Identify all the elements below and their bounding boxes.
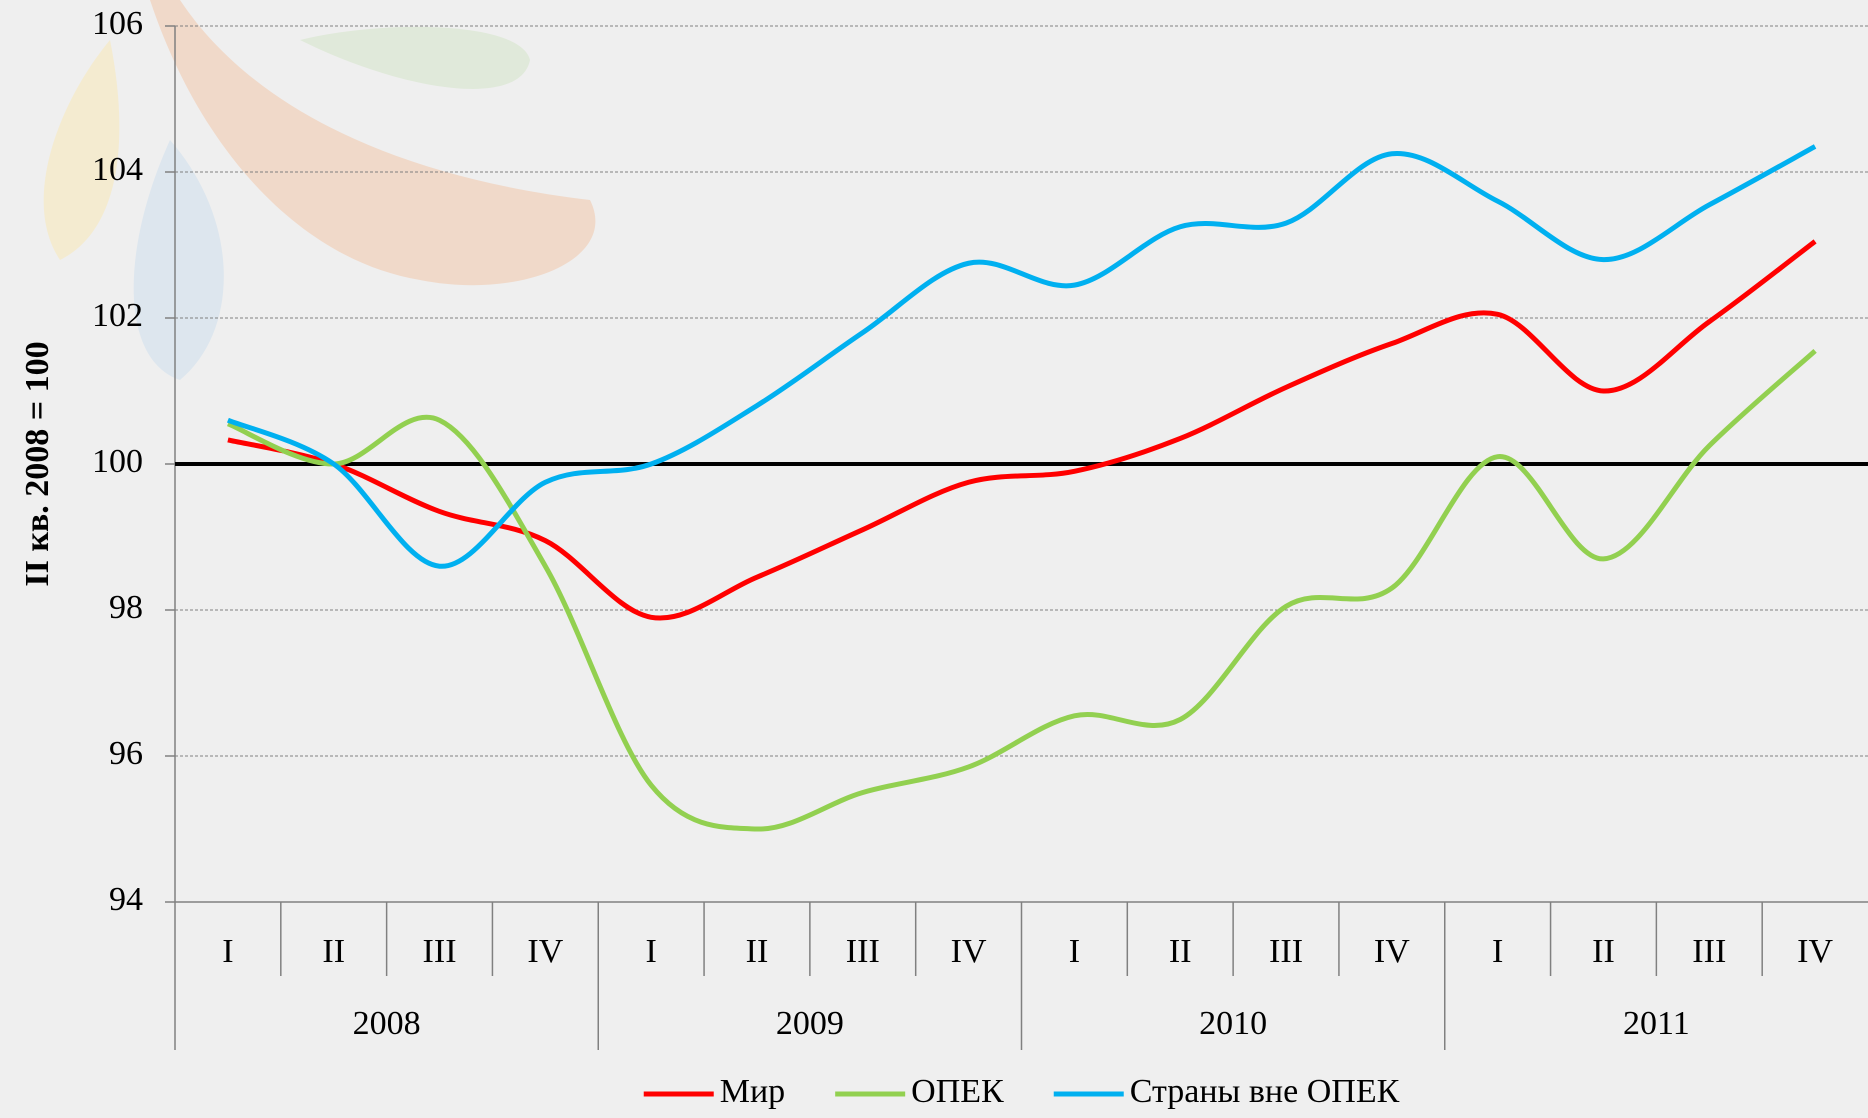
x-tick-label: I (1492, 933, 1503, 970)
legend-label: ОПЕК (911, 1073, 1004, 1110)
y-tick-label: 98 (109, 589, 143, 626)
x-tick-label: IV (951, 933, 987, 970)
x-tick-label: I (222, 933, 233, 970)
legend-label: Страны вне ОПЕК (1130, 1073, 1400, 1110)
x-tick-label: IV (527, 933, 563, 970)
x-tick-label: II (1169, 933, 1192, 970)
x-tick-label: II (746, 933, 769, 970)
y-tick-label: 102 (92, 297, 143, 334)
x-group-label: 2010 (1199, 1005, 1267, 1042)
x-tick-label: III (1269, 933, 1303, 970)
y-tick-label: 104 (92, 151, 143, 188)
x-group-label: 2009 (776, 1005, 844, 1042)
x-group-label: 2008 (353, 1005, 421, 1042)
chart: II кв. 2008 = 100 949698100102104106IIII… (0, 0, 1868, 1118)
x-tick-label: II (322, 933, 345, 970)
x-tick-label: I (1069, 933, 1080, 970)
line-series (228, 241, 1815, 618)
line-series (228, 351, 1815, 829)
y-tick-label: 96 (109, 735, 143, 772)
x-tick-label: III (1692, 933, 1726, 970)
y-axis-label: II кв. 2008 = 100 (19, 341, 56, 586)
x-tick-label: IV (1374, 933, 1410, 970)
y-tick-label: 94 (109, 881, 143, 918)
x-group-label: 2011 (1623, 1005, 1690, 1042)
y-tick-label: 106 (92, 5, 143, 42)
x-tick-label: II (1592, 933, 1615, 970)
y-tick-label: 100 (92, 443, 143, 480)
x-tick-label: I (645, 933, 656, 970)
x-tick-label: III (846, 933, 880, 970)
legend-label: Мир (720, 1073, 785, 1110)
x-tick-label: IV (1797, 933, 1833, 970)
x-tick-label: III (423, 933, 457, 970)
